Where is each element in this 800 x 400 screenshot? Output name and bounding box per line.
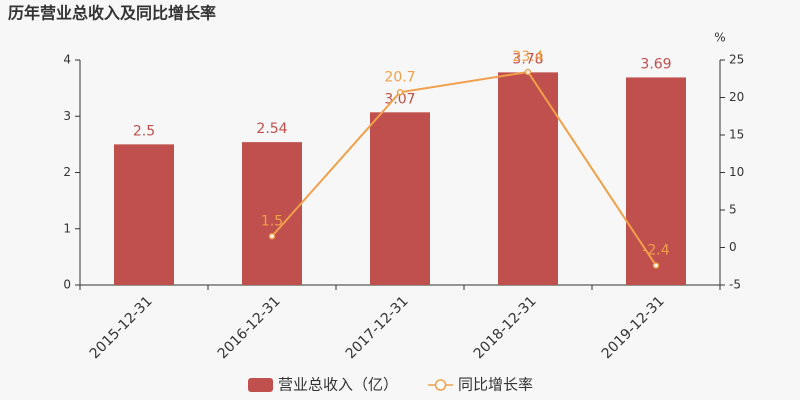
bar <box>114 144 174 285</box>
y2-tick-label: 20 <box>729 90 744 104</box>
line-point <box>524 68 532 76</box>
bar-value-label: 3.07 <box>384 91 415 107</box>
legend-label: 同比增长率 <box>458 376 533 394</box>
line-value-label: 23.4 <box>512 49 543 65</box>
x-tick-label: 2015-12-31 <box>87 293 156 362</box>
legend-label: 营业总收入（亿） <box>278 376 398 394</box>
y2-unit: % <box>714 31 725 45</box>
legend-item[interactable]: 营业总收入（亿） <box>248 376 398 394</box>
line-point <box>652 262 660 269</box>
bar <box>370 112 430 285</box>
y2-tick-label: -5 <box>729 278 741 292</box>
line-value-label: 20.7 <box>384 69 415 85</box>
line-value-label: 1.5 <box>261 213 283 229</box>
y-tick-label: 4 <box>63 53 71 67</box>
x-tick-label: 2017-12-31 <box>343 293 412 362</box>
bar <box>626 77 686 285</box>
x-tick-label: 2018-12-31 <box>471 293 540 362</box>
y2-tick-label: 10 <box>729 165 744 179</box>
y2-tick-label: 5 <box>729 203 737 217</box>
bar-value-label: 2.5 <box>133 123 155 139</box>
chart-title: 历年营业总收入及同比增长率 <box>8 4 216 23</box>
line-point <box>396 89 404 96</box>
line <box>271 70 657 267</box>
line-point <box>268 233 276 240</box>
bar-value-label: 3.78 <box>512 51 543 67</box>
bar-value-label: 3.69 <box>640 56 671 72</box>
y-tick-label: 2 <box>63 165 71 179</box>
legend-swatch <box>434 379 447 391</box>
y-tick-label: 0 <box>63 278 71 292</box>
bar <box>498 72 558 285</box>
line-value-label: -2.4 <box>642 243 669 259</box>
x-tick-label: 2019-12-31 <box>599 293 668 362</box>
y2-tick-label: 0 <box>729 240 737 254</box>
legend-item[interactable]: 同比增长率 <box>428 376 533 394</box>
y-tick-label: 3 <box>63 109 71 123</box>
y-tick-label: 1 <box>63 221 71 235</box>
x-tick-label: 2016-12-31 <box>215 293 284 362</box>
y2-tick-label: 25 <box>729 53 744 67</box>
bar-value-label: 2.54 <box>256 121 287 137</box>
y2-tick-label: 15 <box>729 128 744 142</box>
legend-swatch <box>248 378 273 392</box>
